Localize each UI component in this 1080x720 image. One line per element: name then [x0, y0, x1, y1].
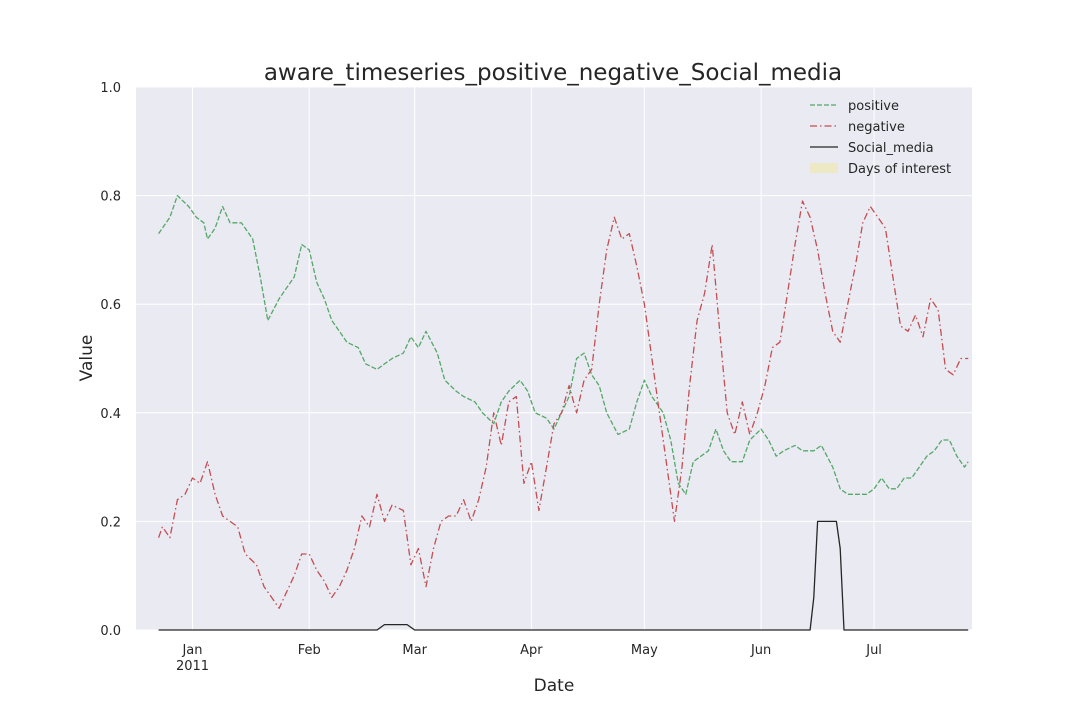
y-tick-label: 1.0	[100, 81, 121, 96]
x-tick-label: Jan	[181, 643, 202, 658]
y-tick-label: 0.6	[100, 298, 121, 313]
x-tick-label: Jun	[750, 643, 771, 658]
y-tick-label: 0.2	[100, 515, 121, 530]
legend-label: positive	[848, 99, 899, 114]
series-layer	[157, 194, 969, 631]
x-tick-label: Feb	[298, 643, 321, 658]
y-tick-label: 0.8	[100, 190, 121, 205]
legend-label: Social_media	[848, 141, 934, 156]
grid-lines	[136, 86, 972, 631]
x-axis-label: Date	[534, 676, 575, 696]
legend-label: Days of interest	[848, 162, 951, 177]
plot-area	[136, 87, 972, 630]
legend-swatch	[810, 163, 838, 173]
y-tick-label: 0.0	[100, 624, 121, 639]
x-tick-label: Jul	[865, 643, 882, 658]
y-tick-labels: 0.0 0.2 0.4 0.6 0.8 1.0	[100, 81, 121, 639]
y-tick-label: 0.4	[100, 407, 121, 422]
series-line-positive	[158, 194, 969, 495]
series-line-social-media	[158, 520, 969, 631]
x-tick-label: Mar	[402, 643, 427, 658]
legend: positive negative Social_media Days of inte…	[810, 99, 951, 177]
x-tick-sublabel: 2011	[176, 659, 209, 674]
legend-label: negative	[848, 120, 905, 135]
x-tick-label: May	[631, 643, 658, 658]
y-axis-label: Value	[77, 335, 97, 382]
x-tick-label: Apr	[520, 643, 543, 658]
chart-title: aware_timeseries_positive_negative_Socia…	[264, 60, 842, 86]
series-line-negative	[157, 200, 969, 609]
